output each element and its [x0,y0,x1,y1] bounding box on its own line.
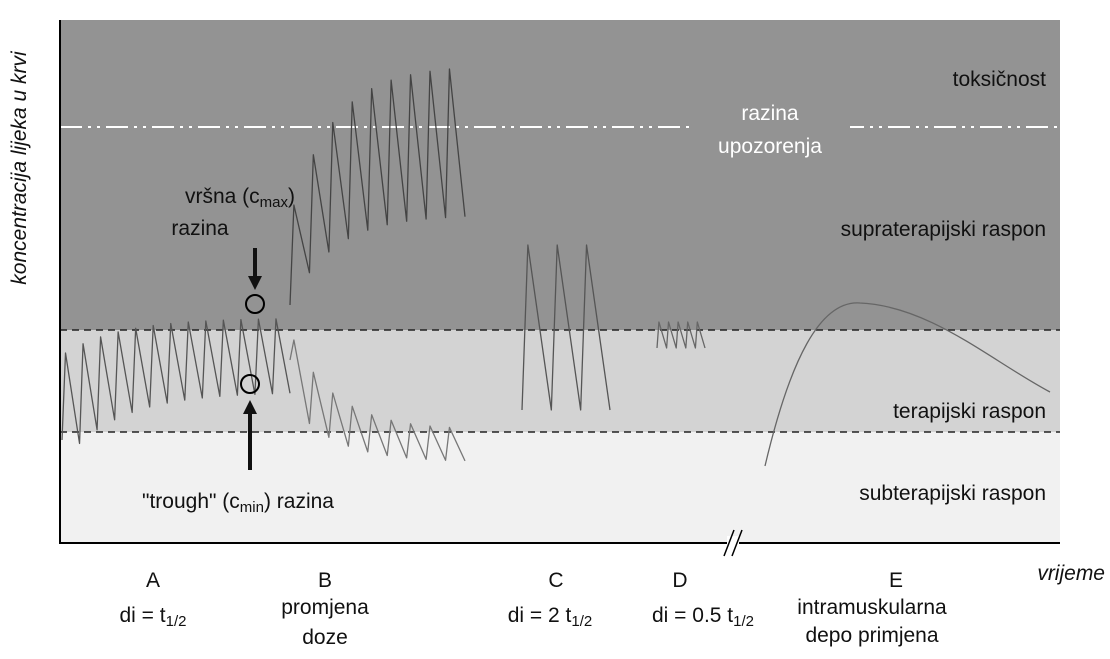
section-text: promjena [281,596,369,619]
therapeutic-zone [60,330,1060,432]
zone-label: subterapijski raspon [859,482,1046,505]
concentration-curve [521,244,611,411]
section-text-main: di = t [120,604,166,627]
peak-label: vršna (cmax) [185,185,295,211]
concentration-curve [61,318,291,445]
warning-label: upozorenja [718,135,822,158]
section-text: intramuskularna [797,596,947,619]
section-text: di = 2 t1/2 [508,604,593,630]
peak-label-text: vršna (c [185,185,260,208]
peak-label-sub: max [260,194,289,211]
peak-arrow-head [248,276,262,290]
trough-arrow-head [243,400,257,414]
toxic-supra-zone [60,20,1060,330]
section-letter: B [318,569,332,592]
zone-label: toksičnost [953,68,1047,91]
concentration-curve [656,321,706,349]
trough-marker [240,374,260,394]
concentration-curve [289,68,466,306]
section-text-main: di = 2 t [508,604,572,627]
section-text: doze [302,626,348,649]
section-text: di = 0.5 t1/2 [652,604,754,630]
peak-marker [245,294,265,314]
zone-label: supraterapijski raspon [841,218,1046,241]
peak-label-text: ) [288,185,295,208]
section-letter: A [146,569,160,592]
section-text-sub: 1/2 [733,613,754,630]
warning-label: razina [741,102,799,125]
section-text-sub: 1/2 [571,613,592,630]
trough-label-sub: min [240,499,264,516]
x-axis-label: vrijeme [1037,562,1105,585]
subtherapeutic-zone [60,432,1060,543]
axis-break [731,529,743,557]
depot-curve [764,302,1051,467]
section-text-main: di = 0.5 t [652,604,733,627]
trough-label-text: "trough" (c [142,490,240,513]
axis-break [723,529,735,557]
trough-label: "trough" (cmin) razina [142,490,334,516]
trough-label-text: ) razina [264,490,334,513]
peak-label: razina [171,217,229,240]
section-letter: D [672,569,687,592]
section-text: di = t1/2 [120,604,187,630]
section-letter: E [889,569,903,592]
section-text: depo primjena [805,624,938,647]
zone-label: terapijski raspon [893,400,1046,423]
section-text-sub: 1/2 [166,613,187,630]
warning-gap [690,115,850,139]
concentration-curve [289,339,466,462]
waveforms [61,68,1051,467]
y-axis-label: koncentracija lijeka u krvi [8,50,31,285]
section-letter: C [548,569,563,592]
